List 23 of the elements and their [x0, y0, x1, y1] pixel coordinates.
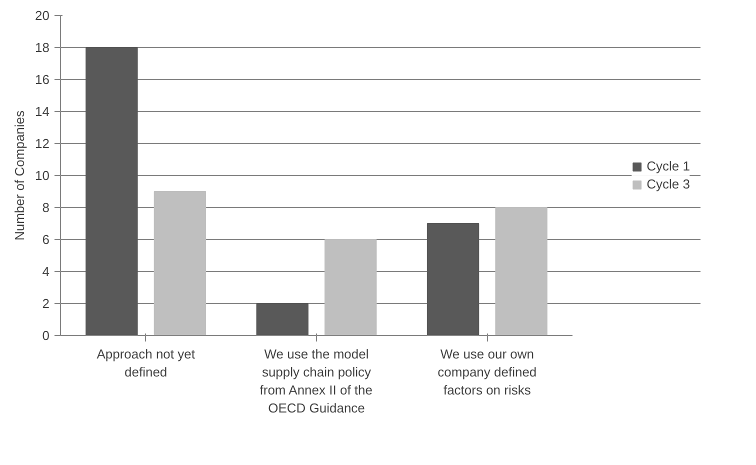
legend-label: Cycle 3 — [646, 176, 690, 192]
bar — [86, 47, 138, 336]
y-tick-label: 12 — [35, 136, 50, 151]
legend-label: Cycle 1 — [646, 158, 690, 174]
y-axis-title: Number of Companies — [12, 110, 28, 241]
y-tick-label: 18 — [35, 40, 50, 55]
x-tick-label: We use the model supply chain policy from Annex II of the OECD Guidance — [260, 346, 373, 416]
x-tick-label: Approach not yet defined — [96, 346, 196, 380]
y-tick-label: 4 — [42, 264, 50, 279]
bar — [324, 239, 377, 336]
y-tick-label: 16 — [35, 72, 50, 87]
y-tick-label: 20 — [35, 8, 50, 23]
y-tick-label: 10 — [35, 168, 50, 183]
y-tick-label: 6 — [42, 232, 50, 247]
y-tick-label: 2 — [42, 296, 50, 311]
y-tick-label: 14 — [35, 104, 50, 119]
bar — [256, 303, 308, 336]
bar — [495, 207, 548, 336]
y-tick-label: 0 — [42, 328, 50, 343]
bar — [154, 191, 206, 336]
x-tick-label: We use our own company defined factors on risks — [438, 346, 537, 398]
y-tick-label: 8 — [42, 200, 50, 215]
bar — [426, 223, 480, 336]
